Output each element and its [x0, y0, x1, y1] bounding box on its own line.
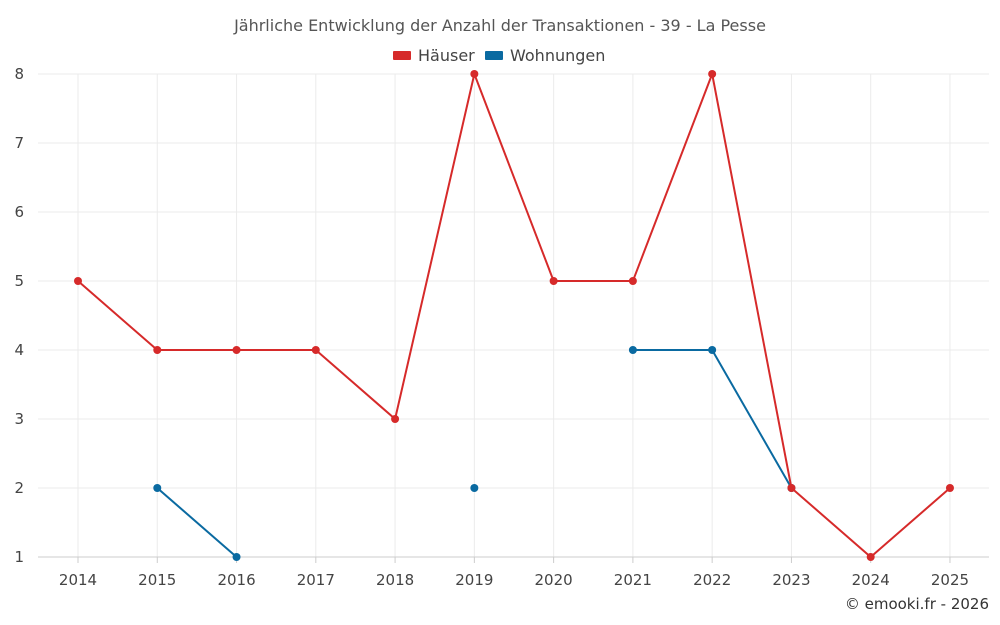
- data-point-haeuser-2018: [391, 415, 400, 423]
- x-tick-label-2016: 2016: [217, 571, 255, 589]
- chart-title: Jährliche Entwicklung der Anzahl der Tra…: [233, 16, 766, 35]
- y-tick-label-1: 1: [14, 548, 24, 566]
- series-line-haeuser-0: [77, 73, 951, 558]
- series-haeuser: [74, 70, 954, 561]
- data-point-haeuser-2020: [549, 277, 558, 285]
- legend-swatch-wohnungen: [485, 51, 503, 60]
- y-tick-label-8: 8: [14, 65, 24, 83]
- y-tick-label-7: 7: [14, 134, 24, 152]
- x-tick-label-2020: 2020: [535, 571, 573, 589]
- legend-item-haeuser[interactable]: Häuser: [393, 46, 475, 65]
- data-point-wohnungen-2019: [470, 484, 479, 492]
- legend-item-wohnungen[interactable]: Wohnungen: [485, 46, 605, 65]
- data-point-haeuser-2016: [232, 346, 241, 354]
- series: [74, 70, 954, 561]
- data-point-wohnungen-2021: [628, 346, 637, 354]
- x-tick-label-2019: 2019: [455, 571, 493, 589]
- series-line-wohnungen-0: [156, 487, 238, 558]
- axes: 1 2 3 4 5 6 7 8 2014 2015 2016 2017 2018 2019 2020 2021…: [14, 65, 989, 589]
- y-tick-label-2: 2: [14, 479, 24, 497]
- data-point-haeuser-2023: [787, 484, 796, 492]
- y-tick-label-5: 5: [14, 272, 24, 290]
- data-point-haeuser-2022: [708, 70, 717, 78]
- x-tick-label-2021: 2021: [614, 571, 652, 589]
- data-point-haeuser-2017: [311, 346, 320, 354]
- y-tick-label-6: 6: [14, 203, 24, 221]
- x-tick-label-2018: 2018: [376, 571, 414, 589]
- data-point-haeuser-2021: [628, 277, 637, 285]
- x-tick-label-2025: 2025: [931, 571, 969, 589]
- x-tick-label-2017: 2017: [297, 571, 335, 589]
- x-tick-label-2024: 2024: [852, 571, 890, 589]
- series-wohnungen: [153, 346, 796, 561]
- data-point-haeuser-2015: [153, 346, 162, 354]
- x-tick-label-2014: 2014: [59, 571, 97, 589]
- data-point-haeuser-2019: [470, 70, 479, 78]
- credit-text: © emooki.fr - 2026: [845, 595, 989, 613]
- data-point-wohnungen-2016: [232, 553, 241, 561]
- data-point-wohnungen-2022: [708, 346, 717, 354]
- legend-label-haeuser: Häuser: [418, 46, 475, 65]
- data-point-haeuser-2025: [945, 484, 954, 492]
- data-point-haeuser-2014: [74, 277, 82, 285]
- legend-label-wohnungen: Wohnungen: [510, 46, 605, 65]
- y-tick-label-4: 4: [14, 341, 24, 359]
- data-point-wohnungen-2015: [153, 484, 162, 492]
- x-tick-label-2015: 2015: [138, 571, 176, 589]
- x-tick-label-2022: 2022: [693, 571, 731, 589]
- legend-swatch-haeuser: [393, 51, 411, 60]
- legend: Häuser Wohnungen: [393, 46, 605, 65]
- grid: [38, 73, 989, 557]
- x-tick-label-2023: 2023: [772, 571, 810, 589]
- data-point-haeuser-2024: [866, 553, 875, 561]
- y-tick-label-3: 3: [14, 410, 24, 428]
